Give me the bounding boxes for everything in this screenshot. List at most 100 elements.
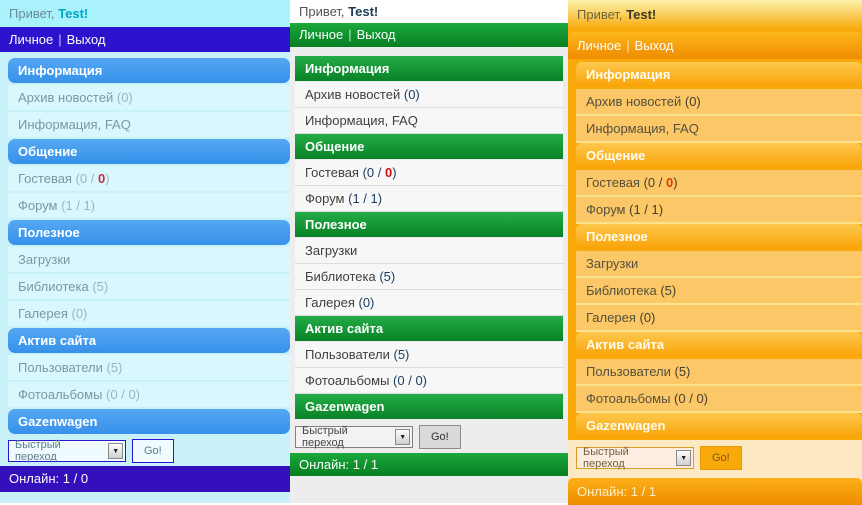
menu-item[interactable]: Пользователи (5) [295, 342, 563, 368]
menu-item-label: Гостевая [305, 165, 359, 180]
menu-item[interactable]: Архив новостей (0) [576, 89, 862, 116]
quick-jump-select[interactable]: Быстрый переход ▼ [295, 425, 413, 449]
nav-personal-link[interactable]: Личное [9, 32, 54, 47]
menu-item[interactable]: Фотоальбомы (0 / 0) [295, 368, 563, 394]
menu-item[interactable]: Фотоальбомы (0 / 0) [576, 386, 862, 413]
menu-item[interactable]: Библиотека (5) [576, 278, 862, 305]
menu-item[interactable]: Загрузки [576, 251, 862, 278]
online-value: 1 / 0 [62, 471, 89, 486]
menu-item[interactable]: Архив новостей (0) [295, 82, 563, 108]
nav-logout-link[interactable]: Выход [66, 32, 106, 47]
site-menu: Информация Архив новостей (0) Информация, … [8, 58, 290, 436]
menu-item[interactable]: Галерея (0) [295, 290, 563, 316]
theme-green-panel: Привет, Test! Личное | Выход Информация Арх… [290, 0, 568, 503]
menu-item-count: (1 / 1) [61, 198, 96, 213]
theme-orange-panel: Привет, Test! Личное | Выход Информация Арх… [568, 0, 862, 505]
username-link[interactable]: Test! [58, 6, 89, 21]
nav-separator: | [348, 27, 352, 42]
greeting-text: Привет, [577, 7, 623, 22]
menu-section-header: Общение [295, 134, 563, 159]
menu-item[interactable]: Галерея (0) [576, 305, 862, 332]
menu-item-label: Архив новостей [586, 94, 682, 109]
menu-item-count: (0) [403, 87, 420, 102]
menu-item-count: (5) [674, 364, 691, 379]
menu-item-label: Пользователи [586, 364, 671, 379]
go-button[interactable]: Go! [700, 446, 742, 470]
menu-item-count: ) [673, 175, 678, 190]
menu-item-count: ) [105, 171, 110, 186]
menu-item-count: (5) [393, 347, 410, 362]
menu-item[interactable]: Информация, FAQ [8, 112, 290, 137]
menu-item[interactable]: Библиотека (5) [295, 264, 563, 290]
online-value: 1 / 1 [352, 457, 379, 472]
menu-item-count: (0 / [75, 171, 98, 186]
menu-section-header: Gazenwagen [295, 394, 563, 419]
greeting-text: Привет, [9, 6, 55, 21]
username-link[interactable]: Test! [626, 7, 657, 22]
menu-item-label: Информация, FAQ [305, 113, 418, 128]
menu-item[interactable]: Загрузки [8, 247, 290, 272]
go-button[interactable]: Go! [132, 439, 174, 463]
quick-jump-select[interactable]: Быстрый переход ▼ [8, 439, 126, 463]
menu-item-label: Библиотека [305, 269, 376, 284]
menu-item[interactable]: Форум (1 / 1) [576, 197, 862, 224]
menu-item[interactable]: Форум (1 / 1) [295, 186, 563, 212]
menu-section-header: Общение [576, 143, 862, 168]
quick-jump-select-label: Быстрый переход [302, 425, 348, 449]
quick-jump-row: Быстрый переход ▼ Go! [8, 438, 290, 464]
menu-item[interactable]: Библиотека (5) [8, 274, 290, 299]
menu-item-label: Гостевая [18, 171, 72, 186]
online-label: Онлайн: [577, 484, 628, 499]
menu-item[interactable]: Архив новостей (0) [8, 85, 290, 110]
nav-logout-link[interactable]: Выход [356, 27, 396, 42]
menu-item-count: (0 / 0) [106, 387, 141, 402]
menu-item-label: Фотоальбомы [586, 391, 671, 406]
go-button[interactable]: Go! [419, 425, 461, 449]
menu-item-count: (0) [71, 306, 88, 321]
menu-item[interactable]: Загрузки [295, 238, 563, 264]
menu-item-label: Информация, FAQ [18, 117, 131, 132]
nav-personal-link[interactable]: Личное [299, 27, 344, 42]
menu-item-count: (0) [116, 90, 133, 105]
menu-item[interactable]: Гостевая (0 / 0) [576, 170, 862, 197]
menu-item-count: (0 / 0) [674, 391, 709, 406]
menu-item[interactable]: Пользователи (5) [576, 359, 862, 386]
nav-personal-link[interactable]: Личное [577, 38, 622, 53]
menu-item-label: Загрузки [18, 252, 71, 267]
greeting-bar: Привет, Test! [0, 0, 290, 27]
greeting-text: Привет, [299, 4, 345, 19]
menu-item-label: Форум [18, 198, 58, 213]
menu-section-header: Информация [295, 56, 563, 81]
menu-item[interactable]: Галерея (0) [8, 301, 290, 326]
menu-section-header: Общение [8, 139, 290, 164]
menu-item[interactable]: Пользователи (5) [8, 355, 290, 380]
menu-item-count: (5) [379, 269, 396, 284]
online-status-bar: Онлайн: 1 / 1 [290, 453, 568, 476]
menu-item[interactable]: Фотоальбомы (0 / 0) [8, 382, 290, 407]
menu-item[interactable]: Информация, FAQ [295, 108, 563, 134]
greeting-bar: Привет, Test! [568, 0, 862, 30]
online-value: 1 / 1 [630, 484, 657, 499]
nav-logout-link[interactable]: Выход [634, 38, 674, 53]
theme-blue-panel: Привет, Test! Личное | Выход Информация Арх… [0, 0, 290, 503]
menu-section-header: Полезное [8, 220, 290, 245]
menu-section-header: Полезное [576, 224, 862, 249]
menu-section-header: Полезное [295, 212, 563, 237]
menu-item[interactable]: Форум (1 / 1) [8, 193, 290, 218]
quick-jump-select[interactable]: Быстрый переход ▼ [576, 446, 694, 470]
quick-jump-select-label: Быстрый переход [583, 446, 629, 470]
dropdown-arrow-icon: ▼ [108, 443, 123, 459]
menu-section-header: Информация [576, 62, 862, 87]
menu-item[interactable]: Гостевая (0 / 0) [8, 166, 290, 191]
username-link[interactable]: Test! [348, 4, 379, 19]
menu-item-count: (0 / [362, 165, 385, 180]
menu-item-count: (0) [639, 310, 656, 325]
menu-item-count-alert: 0 [385, 165, 393, 180]
greeting-bar: Привет, Test! [290, 0, 568, 23]
menu-item[interactable]: Гостевая (0 / 0) [295, 160, 563, 186]
menu-section-header: Актив сайта [295, 316, 563, 341]
online-label: Онлайн: [299, 457, 350, 472]
menu-item[interactable]: Информация, FAQ [576, 116, 862, 143]
menu-item-label: Архив новостей [18, 90, 114, 105]
menu-item-label: Загрузки [586, 256, 639, 271]
